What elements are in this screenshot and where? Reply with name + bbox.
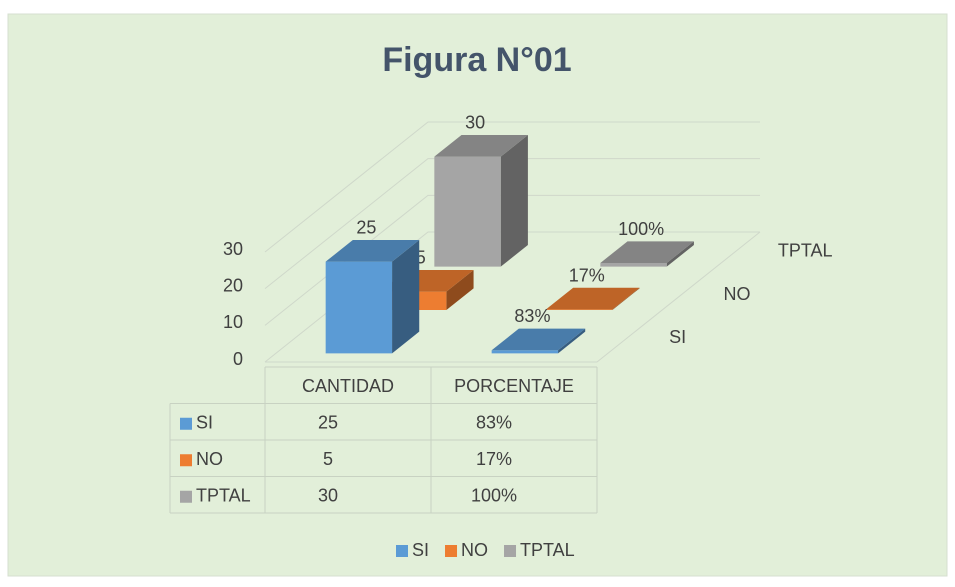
data-label: 100% bbox=[618, 219, 664, 239]
bar-side bbox=[612, 287, 640, 310]
data-label: 5 bbox=[416, 248, 426, 268]
bar-side bbox=[446, 270, 474, 310]
legend-key bbox=[445, 545, 458, 557]
table-cell: 30 bbox=[318, 486, 338, 506]
floor-edge bbox=[265, 231, 761, 363]
data-label: 17% bbox=[569, 265, 605, 285]
table-key bbox=[180, 490, 192, 503]
table-cell: 17% bbox=[476, 449, 512, 469]
table-header: PORCENTAJE bbox=[454, 376, 574, 396]
grid-line bbox=[264, 158, 760, 290]
chart-title: Figura N°01 bbox=[382, 41, 571, 79]
y-tick-label: 10 bbox=[223, 312, 243, 332]
grid-line bbox=[264, 194, 760, 326]
y-tick-label: 0 bbox=[233, 349, 243, 369]
legend-key bbox=[504, 545, 517, 557]
bar-front bbox=[600, 263, 667, 267]
table-cell: 25 bbox=[318, 413, 338, 433]
chart-background bbox=[7, 13, 948, 577]
table-cell: 5 bbox=[323, 449, 333, 469]
table-header: CANTIDAD bbox=[302, 376, 394, 396]
bar-side bbox=[666, 241, 694, 267]
depth-axis-label: TPTAL bbox=[778, 240, 833, 260]
bar-top bbox=[325, 240, 420, 262]
data-label: 83% bbox=[514, 306, 550, 326]
table-row-label: NO bbox=[196, 449, 223, 469]
depth-axis-label: SI bbox=[669, 327, 686, 347]
y-tick-label: 20 bbox=[223, 275, 243, 295]
legend-label: TPTAL bbox=[520, 540, 575, 560]
bar bbox=[546, 287, 640, 310]
table-key bbox=[180, 454, 192, 467]
table-row-label: SI bbox=[196, 413, 213, 433]
legend-key bbox=[396, 545, 408, 557]
grid-line bbox=[264, 121, 760, 253]
table-cell: 100% bbox=[471, 486, 517, 506]
y-tick-label: 30 bbox=[223, 239, 243, 259]
data-label: 30 bbox=[465, 113, 485, 133]
bar-top bbox=[600, 241, 694, 263]
bar bbox=[491, 328, 586, 354]
legend-label: SI bbox=[412, 540, 429, 560]
bar-side bbox=[500, 135, 528, 267]
bar-side bbox=[558, 328, 586, 354]
data-label: 25 bbox=[356, 218, 376, 238]
bar bbox=[325, 240, 420, 354]
bar-front bbox=[546, 309, 613, 310]
table-row-label: TPTAL bbox=[196, 486, 251, 506]
bar-side bbox=[392, 240, 420, 354]
table-key bbox=[180, 417, 192, 430]
bar-front bbox=[325, 261, 393, 354]
bar bbox=[600, 241, 694, 267]
bar-top bbox=[434, 135, 528, 157]
bar-front bbox=[491, 350, 559, 354]
legend-label: NO bbox=[461, 540, 488, 560]
table-cell: 83% bbox=[476, 413, 512, 433]
bar-top bbox=[546, 287, 640, 310]
bar-top bbox=[491, 328, 586, 351]
depth-axis-label: NO bbox=[724, 284, 751, 304]
bar bbox=[434, 135, 528, 267]
grid-line bbox=[264, 231, 760, 363]
bar-front bbox=[434, 156, 501, 267]
